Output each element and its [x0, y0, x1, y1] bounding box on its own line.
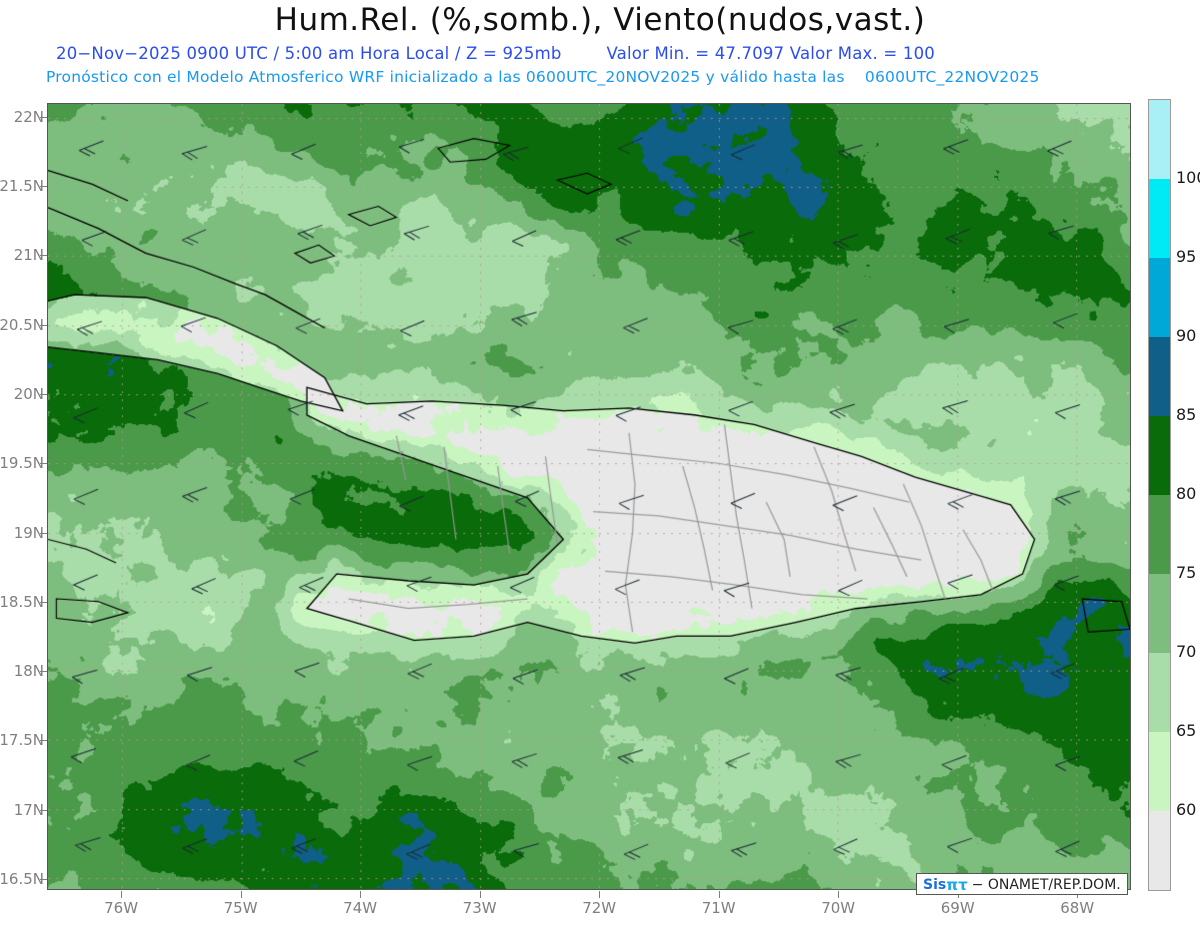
x-axis-label-text: 72W: [582, 899, 617, 917]
x-axis-label-text: 74W: [343, 899, 378, 917]
y-axis-label: 16.5N: [0, 870, 44, 889]
y-axis-label-text: 16.5N: [0, 869, 44, 888]
colorbar-tick-label: 80: [1176, 484, 1197, 503]
y-axis-label: 21N: [0, 246, 44, 265]
colorbar-tick-label: 90: [1176, 326, 1197, 345]
x-axis-label-text: 71W: [701, 899, 736, 917]
x-axis-label: 73W: [440, 899, 520, 918]
x-axis-label-text: 73W: [462, 899, 497, 917]
colorbar-tick-label: 75: [1176, 563, 1197, 582]
y-axis-label-text: 22N: [13, 107, 44, 126]
subtitle-minmax: Valor Min. = 47.7097 Valor Max. = 100: [606, 44, 935, 63]
colorbar-tick-label: 100: [1176, 168, 1200, 187]
page-title: Hum.Rel. (%,somb.), Viento(nudos,vast.): [274, 2, 926, 38]
colorbar-band: [1149, 416, 1170, 495]
x-axis-label: 70W: [798, 899, 878, 918]
y-axis-label-text: 20.5N: [0, 315, 44, 334]
y-axis-tick: [40, 116, 47, 118]
colorbar-tick-label: 70: [1176, 642, 1197, 661]
colorbar-tick-label: 60: [1176, 800, 1197, 819]
y-axis-tick: [40, 878, 47, 880]
x-axis-label-text: 75W: [223, 899, 258, 917]
x-axis-label-text: 70W: [821, 899, 856, 917]
y-axis-label: 17N: [0, 801, 44, 820]
x-axis-label-text: 68W: [1060, 899, 1095, 917]
x-axis-label-text: 69W: [940, 899, 975, 917]
y-axis-label: 20.5N: [0, 316, 44, 335]
y-axis-tick: [40, 255, 47, 257]
y-axis-label-text: 18.5N: [0, 592, 44, 611]
colorbar-band: [1149, 495, 1170, 574]
y-axis-label-text: 20N: [13, 384, 44, 403]
colorbar-band: [1149, 732, 1170, 811]
y-axis-label: 18.5N: [0, 593, 44, 612]
x-axis-label: 75W: [201, 899, 281, 918]
colorbar-labels: 100 95 90 85 80 75 70 65 60: [1176, 99, 1200, 891]
x-axis-label-text: 76W: [104, 899, 139, 917]
colorbar: [1148, 99, 1171, 891]
x-axis-label: 69W: [918, 899, 998, 918]
y-axis-label-text: 19.5N: [0, 454, 44, 473]
humidity-wind-map-canvas[interactable]: [48, 104, 1130, 889]
y-axis-label: 21.5N: [0, 177, 44, 196]
colorbar-band: [1149, 179, 1170, 258]
y-axis-label-text: 17.5N: [0, 731, 44, 750]
subtitle-line-1: 20−Nov−2025 0900 UTC / 5:00 am Hora Loca…: [56, 44, 935, 63]
y-axis-tick: [40, 324, 47, 326]
y-axis-tick: [40, 601, 47, 603]
y-axis-tick: [40, 671, 47, 673]
colorbar-band: [1149, 100, 1170, 179]
x-axis-tick: [121, 891, 123, 898]
y-axis-label: 20N: [0, 385, 44, 404]
y-axis-tick: [40, 809, 47, 811]
forecast-valid-until: 0600UTC_22NOV2025: [864, 68, 1040, 86]
y-axis-tick: [40, 186, 47, 188]
y-axis-label: 18N: [0, 662, 44, 681]
y-axis-tick: [40, 532, 47, 534]
y-axis-tick: [40, 393, 47, 395]
subtitle-datetime-level: 20−Nov−2025 0900 UTC / 5:00 am Hora Loca…: [56, 44, 562, 63]
x-axis-tick: [599, 891, 601, 898]
x-axis-label: 68W: [1037, 899, 1117, 918]
y-axis-label-text: 21N: [13, 246, 44, 265]
x-axis-tick: [240, 891, 242, 898]
header: Hum.Rel. (%,somb.), Viento(nudos,vast.) …: [0, 0, 1200, 95]
x-axis-label: 74W: [320, 899, 400, 918]
subtitle-line-2: Pronóstico con el Modelo Atmosferico WRF…: [46, 68, 1040, 86]
y-axis-label: 17.5N: [0, 731, 44, 750]
y-axis-label-text: 17N: [13, 800, 44, 819]
y-axis-tick: [40, 463, 47, 465]
y-axis-label: 19.5N: [0, 454, 44, 473]
y-axis-label: 22N: [0, 108, 44, 127]
colorbar-band: [1149, 337, 1170, 416]
colorbar-band: [1149, 653, 1170, 732]
attribution-badge: Sis πτ − ONAMET/REP.DOM.: [916, 873, 1128, 895]
pi-icon: πτ: [946, 875, 968, 894]
x-axis-tick: [838, 891, 840, 898]
x-axis-label: 76W: [81, 899, 161, 918]
colorbar-band: [1149, 811, 1170, 890]
y-axis-label-text: 19N: [13, 523, 44, 542]
map-plot-area[interactable]: [47, 103, 1131, 890]
colorbar-tick-label: 85: [1176, 405, 1197, 424]
x-axis-tick: [479, 891, 481, 898]
y-axis-tick: [40, 740, 47, 742]
x-axis-label: 72W: [559, 899, 639, 918]
forecast-model-description: Pronóstico con el Modelo Atmosferico WRF…: [46, 68, 845, 86]
sistt-logo-text: Sis: [923, 876, 947, 893]
colorbar-tick-label: 65: [1176, 721, 1197, 740]
y-axis-label: 19N: [0, 524, 44, 543]
colorbar-tick-label: 95: [1176, 247, 1197, 266]
y-axis-label-text: 21.5N: [0, 177, 44, 196]
colorbar-band: [1149, 574, 1170, 653]
x-axis-tick: [360, 891, 362, 898]
y-axis-label-text: 18N: [13, 662, 44, 681]
colorbar-band: [1149, 258, 1170, 337]
x-axis-label: 71W: [679, 899, 759, 918]
x-axis-tick: [718, 891, 720, 898]
agency-text: − ONAMET/REP.DOM.: [971, 876, 1121, 893]
